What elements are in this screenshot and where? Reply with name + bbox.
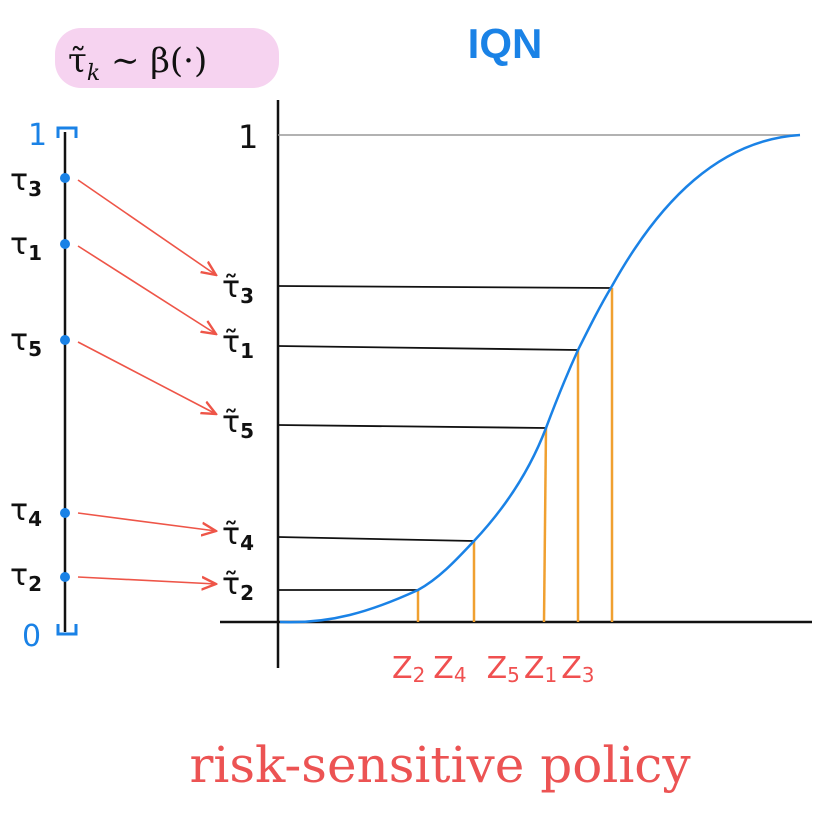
arrow (77, 577, 216, 584)
level-label: τ̃5 (222, 405, 254, 443)
y-label: 1 (238, 118, 258, 156)
cdf-curve (279, 133, 801, 624)
sampling-label: τ̃k ∼ β(·) (68, 41, 207, 86)
symbol: τ̃ (222, 567, 240, 602)
arrows (77, 179, 216, 584)
symbol: τ (10, 493, 28, 528)
symbol: τ̃ (222, 270, 240, 305)
axis-brackets (56, 126, 78, 636)
symbol: Z (561, 651, 582, 686)
symbol: Z (487, 651, 508, 686)
arrow (77, 512, 216, 531)
symbol: τ (10, 558, 28, 593)
subscript: 5 (507, 663, 520, 687)
sample-dot (60, 335, 70, 345)
level-label: τ̃4 (222, 517, 254, 555)
level-labels: τ̃3 τ̃1 τ̃5 τ̃4 τ̃2 (222, 270, 254, 605)
sample-dot (60, 173, 70, 183)
subscript: 1 (544, 663, 557, 687)
symbol: τ (10, 163, 28, 198)
symbol: τ (10, 323, 28, 358)
subscript: 3 (28, 177, 42, 201)
level-line (277, 536, 475, 542)
sample-label: τ1 (10, 227, 42, 265)
subscript: 5 (28, 337, 42, 361)
subscript: 1 (28, 241, 42, 265)
arrow (77, 341, 216, 414)
subscript: 4 (240, 531, 254, 555)
subscript: 3 (240, 284, 254, 308)
label-badge (55, 28, 279, 88)
subscript: 1 (240, 339, 254, 363)
sample-label: τ4 (10, 493, 42, 531)
level-label: τ̃2 (222, 567, 254, 605)
symbol: Z (392, 651, 413, 686)
title: IQN (468, 20, 543, 67)
symbol: τ (10, 227, 28, 262)
arrow (77, 179, 216, 275)
subscript: 2 (240, 581, 254, 605)
sample-label: τ3 (10, 163, 42, 201)
symbol: Z (524, 651, 545, 686)
symbol: τ̃ (222, 325, 240, 360)
symbol: Z (433, 651, 454, 686)
symbol: τ̃ (68, 41, 87, 81)
rest: ∼ β(·) (100, 41, 207, 81)
level-line (277, 345, 579, 351)
level-line (277, 285, 613, 289)
sample-dot (60, 508, 70, 518)
samples: τ3 τ1 τ5 τ4 τ2 (10, 163, 70, 596)
level-label: τ̃3 (222, 270, 254, 308)
level-line (277, 424, 547, 429)
top-label: 1 (28, 118, 47, 153)
subscript: 2 (413, 663, 426, 687)
sample-dot (60, 572, 70, 582)
subscript: 5 (240, 419, 254, 443)
subscript: 3 (582, 663, 595, 687)
caption: risk-sensitive policy (189, 736, 691, 794)
symbol: τ̃ (222, 405, 240, 440)
subscript: 4 (454, 663, 467, 687)
arrow (77, 245, 216, 334)
subscript: 2 (28, 572, 42, 596)
symbol: τ̃ (222, 517, 240, 552)
sample-dot (60, 239, 70, 249)
bottom-label: 0 (22, 619, 41, 654)
sample-label: τ5 (10, 323, 42, 361)
level-label: τ̃1 (222, 325, 254, 363)
quantile-drop (542, 427, 548, 623)
subscript: 4 (28, 507, 42, 531)
subscript: k (87, 61, 100, 86)
sample-label: τ2 (10, 558, 42, 596)
quantile-labels: Z2 Z4 Z5 Z1 Z3 (392, 651, 594, 687)
